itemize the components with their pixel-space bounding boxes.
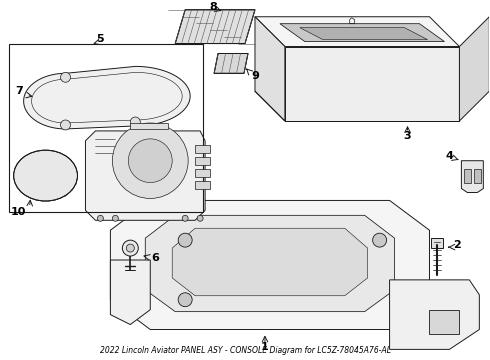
Polygon shape bbox=[195, 168, 210, 177]
Bar bbox=[465, 168, 471, 183]
Circle shape bbox=[98, 215, 103, 221]
Circle shape bbox=[178, 233, 192, 247]
Polygon shape bbox=[255, 17, 460, 46]
Polygon shape bbox=[24, 66, 190, 129]
Circle shape bbox=[122, 240, 138, 256]
Polygon shape bbox=[462, 161, 483, 193]
Text: 4: 4 bbox=[445, 151, 453, 161]
Circle shape bbox=[182, 215, 188, 221]
Circle shape bbox=[126, 244, 134, 252]
Circle shape bbox=[112, 123, 188, 198]
Polygon shape bbox=[280, 24, 444, 41]
Text: 1: 1 bbox=[261, 342, 269, 352]
Polygon shape bbox=[285, 46, 460, 121]
Polygon shape bbox=[300, 28, 427, 40]
Polygon shape bbox=[195, 145, 210, 153]
Polygon shape bbox=[172, 228, 368, 296]
Polygon shape bbox=[255, 17, 285, 121]
Text: 2: 2 bbox=[454, 240, 461, 250]
Polygon shape bbox=[195, 181, 210, 189]
Polygon shape bbox=[85, 131, 205, 220]
Polygon shape bbox=[214, 54, 248, 73]
Polygon shape bbox=[390, 280, 479, 349]
Circle shape bbox=[61, 120, 71, 130]
Text: 10: 10 bbox=[11, 207, 26, 217]
Polygon shape bbox=[195, 157, 210, 165]
Text: 9: 9 bbox=[251, 71, 259, 81]
Polygon shape bbox=[110, 201, 429, 329]
Circle shape bbox=[372, 233, 387, 247]
Polygon shape bbox=[432, 238, 443, 248]
Text: 3: 3 bbox=[404, 131, 411, 141]
Polygon shape bbox=[145, 215, 394, 312]
Circle shape bbox=[128, 139, 172, 183]
Polygon shape bbox=[110, 260, 150, 325]
Bar bbox=[429, 310, 460, 334]
Circle shape bbox=[130, 117, 140, 127]
Text: 8: 8 bbox=[209, 2, 217, 12]
Text: 7: 7 bbox=[15, 86, 23, 96]
Bar bbox=[9, 44, 203, 212]
Text: 5: 5 bbox=[97, 33, 104, 44]
Circle shape bbox=[112, 215, 119, 221]
Polygon shape bbox=[130, 123, 168, 129]
Text: 6: 6 bbox=[151, 253, 159, 263]
Text: 2022 Lincoln Aviator PANEL ASY - CONSOLE Diagram for LC5Z-78045A76-AL: 2022 Lincoln Aviator PANEL ASY - CONSOLE… bbox=[99, 346, 391, 355]
Circle shape bbox=[178, 293, 192, 307]
Bar bbox=[474, 168, 481, 183]
Polygon shape bbox=[175, 10, 255, 44]
Ellipse shape bbox=[14, 150, 77, 201]
Circle shape bbox=[197, 215, 203, 221]
Polygon shape bbox=[460, 17, 490, 121]
Circle shape bbox=[61, 72, 71, 82]
